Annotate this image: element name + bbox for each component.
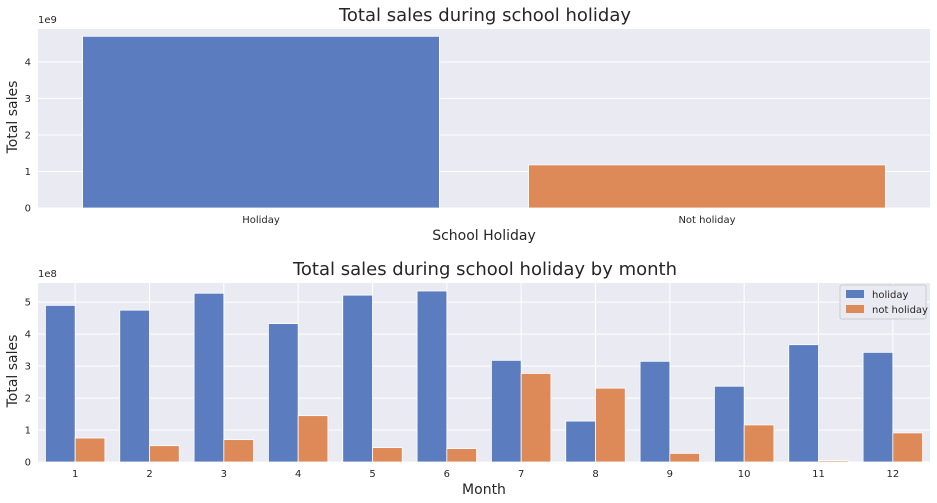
chart2-x-tick-label: 1 xyxy=(72,469,78,480)
chart2-bar xyxy=(342,294,373,463)
chart2-bar xyxy=(268,323,299,463)
chart2-bar xyxy=(520,373,552,463)
chart2-y-tick-label: 1 xyxy=(25,426,31,437)
chart1-bar xyxy=(528,164,886,209)
chart2-bar xyxy=(74,437,106,463)
chart1-y-axis-label: Total sales xyxy=(5,81,21,155)
chart2-y-tick-label: 3 xyxy=(25,362,31,373)
chart2-bar xyxy=(788,344,819,463)
chart2-bar xyxy=(223,439,254,463)
legend-label-not-holiday: not holiday xyxy=(872,305,928,316)
chart2-x-tick-label: 7 xyxy=(518,469,524,480)
chart2-bar xyxy=(193,292,225,463)
chart2-title: Total sales during school holiday by mon… xyxy=(292,259,677,280)
chart2-x-tick-label: 2 xyxy=(146,469,152,480)
chart2-x-tick-label: 5 xyxy=(369,469,375,480)
chart2-bar xyxy=(45,304,76,463)
chart1-x-axis-label: School Holiday xyxy=(432,228,536,244)
chart1-y-tick-label: 3 xyxy=(25,94,31,105)
legend-label-holiday: holiday xyxy=(872,290,908,301)
chart2-bar xyxy=(595,387,626,463)
chart2-bar xyxy=(892,432,923,463)
chart2-bar xyxy=(818,460,849,463)
chart1-y-multiplier: 1e9 xyxy=(38,15,57,26)
chart2-legend: holiday not holiday xyxy=(839,284,928,320)
chart2-bar xyxy=(565,420,596,463)
chart1-y-tick-label: 4 xyxy=(25,57,31,68)
chart2-x-tick-label: 4 xyxy=(295,469,301,480)
legend-swatch-holiday xyxy=(846,290,864,298)
chart2-x-tick-label: 9 xyxy=(667,469,673,480)
chart2-x-tick-label: 8 xyxy=(592,469,598,480)
chart1-x-tick-label: Not holiday xyxy=(678,215,735,226)
chart2-bar xyxy=(119,309,150,463)
chart2-background xyxy=(38,283,930,462)
chart2-x-tick-label: 3 xyxy=(221,469,227,480)
chart2-bar xyxy=(669,452,700,463)
chart1-y-tick-label: 0 xyxy=(25,204,31,215)
chart2-x-axis-label: Month xyxy=(462,482,506,498)
chart2-x-tick-label: 6 xyxy=(444,469,450,480)
chart1-bar xyxy=(82,35,440,209)
chart1-plot-area: 0 1 2 3 4 Holiday Not holiday xyxy=(25,29,930,226)
chart2-y-tick-label: 5 xyxy=(25,298,31,309)
chart2-y-multiplier: 1e8 xyxy=(38,269,57,280)
legend-swatch-not-holiday xyxy=(846,305,864,313)
chart2-y-axis-label: Total sales xyxy=(5,335,21,409)
chart2-bar xyxy=(743,424,775,463)
chart2-bar xyxy=(297,415,329,463)
chart2-y-tick-label: 0 xyxy=(25,458,31,469)
chart2-x-tick-label: 11 xyxy=(812,469,825,480)
chart2-x-tick-label: 12 xyxy=(886,469,899,480)
chart2-bar xyxy=(714,385,745,463)
chart2-bar xyxy=(446,448,477,463)
chart2-bar xyxy=(372,447,403,463)
chart2-y-tick-label: 4 xyxy=(25,330,31,341)
chart2-bar xyxy=(491,359,522,463)
chart2-bar xyxy=(416,290,448,463)
chart2-bar xyxy=(639,360,671,463)
chart1-y-tick-label: 1 xyxy=(25,167,31,178)
chart2-bar xyxy=(149,445,180,463)
chart2-x-tick-label: 10 xyxy=(738,469,751,480)
chart1-x-tick-label: Holiday xyxy=(242,215,280,226)
chart1-title: Total sales during school holiday xyxy=(338,5,631,26)
chart1-y-tick-label: 2 xyxy=(25,130,31,141)
chart2-bar xyxy=(862,351,894,463)
chart2-y-tick-label: 2 xyxy=(25,394,31,405)
